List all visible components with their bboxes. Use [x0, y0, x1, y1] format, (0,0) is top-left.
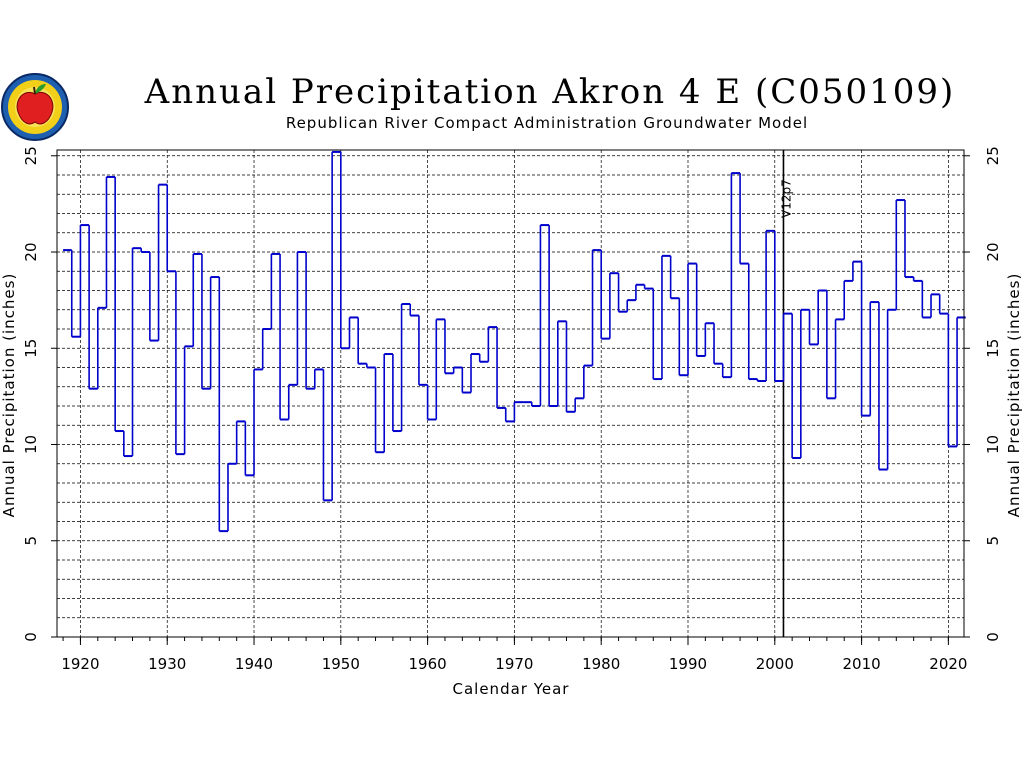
x-tick-label: 1960: [409, 655, 447, 673]
y-tick-label-right: 10: [984, 435, 1002, 454]
grid-lines: [57, 150, 964, 637]
x-tick-label: 1920: [61, 655, 99, 673]
y-tick-label-left: 10: [22, 435, 40, 454]
x-tick-label: 1970: [495, 655, 533, 673]
tick-marks: [51, 155, 970, 645]
y-tick-label-right: 15: [984, 339, 1002, 358]
annotation-label: V12p7: [779, 179, 793, 218]
y-tick-label-left: 20: [22, 242, 40, 261]
x-tick-label: 1950: [322, 655, 360, 673]
y-tick-label-right: 20: [984, 242, 1002, 261]
y-tick-label-right: 0: [984, 632, 1002, 642]
chart-title: Annual Precipitation Akron 4 E (C050109): [144, 72, 956, 112]
chart-subtitle: Republican River Compact Administration …: [285, 114, 809, 132]
x-tick-label: 2020: [929, 655, 967, 673]
x-tick-label: 2010: [842, 655, 880, 673]
y-tick-label-left: 15: [22, 339, 40, 358]
y-tick-label-left: 5: [22, 536, 40, 546]
y-axis-label-left: Annual Precipitation (inches): [0, 273, 18, 518]
x-tick-label: 1980: [582, 655, 620, 673]
y-tick-label-left: 25: [22, 146, 40, 165]
x-tick-label: 1930: [148, 655, 186, 673]
x-tick-label: 1990: [669, 655, 707, 673]
plot-frame: [56, 149, 965, 638]
x-tick-label: 2000: [756, 655, 794, 673]
y-tick-label-left: 0: [22, 632, 40, 642]
y-axis-label-right: Annual Precipitation (inches): [1005, 273, 1023, 518]
x-axis-label: Calendar Year: [453, 680, 570, 698]
y-tick-label-right: 25: [984, 146, 1002, 165]
series-layer: [63, 150, 966, 533]
y-tick-label-right: 5: [984, 536, 1002, 546]
state-seal-apple-logo: [1, 73, 69, 141]
x-tick-label: 1940: [235, 655, 273, 673]
